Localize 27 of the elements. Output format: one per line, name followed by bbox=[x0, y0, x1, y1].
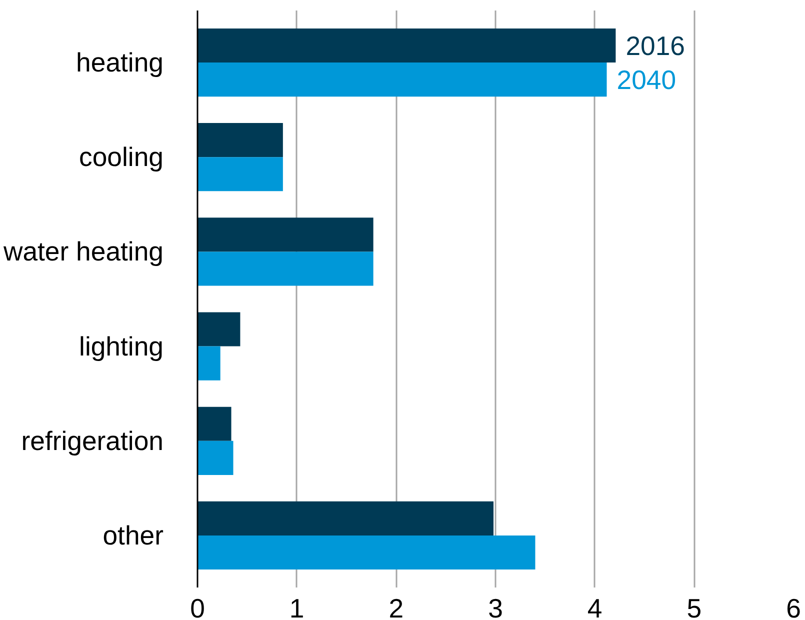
x-tick-label: 2 bbox=[388, 594, 404, 620]
bar bbox=[198, 218, 374, 252]
bar bbox=[198, 346, 220, 380]
x-tick-label: 4 bbox=[587, 594, 602, 620]
x-tick-label: 1 bbox=[289, 594, 304, 620]
y-tick-label: water heating bbox=[2, 236, 164, 267]
bar bbox=[198, 535, 536, 570]
series-label: 2016 bbox=[626, 31, 686, 61]
bar bbox=[198, 501, 494, 536]
bar bbox=[198, 123, 283, 158]
x-tick-label: 3 bbox=[488, 594, 503, 620]
x-tick-label: 0 bbox=[190, 594, 205, 620]
y-tick-label: cooling bbox=[79, 142, 164, 172]
y-tick-label: refrigeration bbox=[21, 426, 164, 456]
y-tick-label: heating bbox=[76, 48, 164, 78]
y-tick-label: other bbox=[102, 520, 164, 550]
x-tick-label: 5 bbox=[686, 594, 702, 620]
x-tick-label: 6 bbox=[786, 594, 801, 620]
bar bbox=[198, 28, 616, 63]
bar bbox=[198, 252, 374, 286]
bar bbox=[198, 157, 283, 192]
bar bbox=[198, 62, 607, 97]
y-tick-label: lighting bbox=[79, 331, 164, 362]
bar bbox=[198, 440, 234, 475]
bar bbox=[198, 312, 240, 346]
bar bbox=[198, 406, 232, 441]
series-label: 2040 bbox=[616, 65, 676, 96]
